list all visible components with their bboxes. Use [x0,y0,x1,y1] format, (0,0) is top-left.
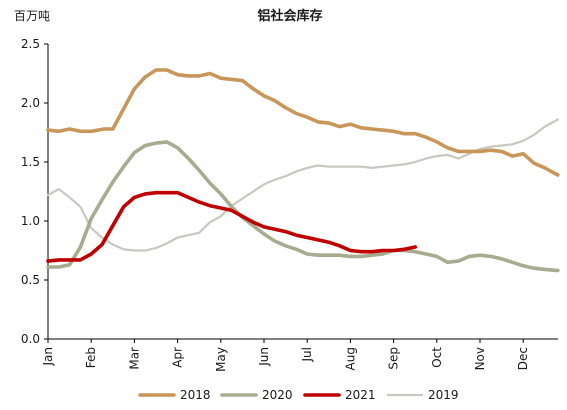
y-tick-label: 0.5 [21,273,40,287]
chart-title: 铝社会库存 [257,8,322,24]
y-tick-label: 2.5 [21,37,40,51]
y-tick-label: 1.5 [21,155,40,169]
x-tick-label: Jun [257,347,271,367]
x-tick-label: Apr [171,347,185,368]
x-tick-label: May [214,347,228,372]
x-tick-label: Jul [300,347,314,362]
x-tick-label: Aug [343,347,357,370]
legend-label-2021: 2021 [345,388,376,402]
x-tick-label: Mar [127,347,141,370]
y-tick-label: 2.0 [21,96,40,110]
legend-label-2020: 2020 [262,388,293,402]
series-line-2018 [46,68,560,177]
x-tick-label: Sep [387,347,401,370]
legend: 2018 2020 2021 2019 [138,388,459,402]
y-tick-label: 1.0 [21,214,40,228]
y-ticks: 0.0 0.5 1.0 1.5 2.0 2.5 [21,37,48,346]
x-tick-label: Nov [473,347,487,370]
series-line-2021 [46,190,418,263]
series-line-2019 [46,118,559,252]
axes [47,44,558,340]
x-tick-label: Jan [41,347,55,367]
x-tick-label: Feb [84,347,98,368]
y-tick-label: 0.0 [21,332,40,346]
x-tick-label: Dec [516,347,530,370]
unit-label: 百万吨 [14,9,50,23]
x-tick-label: Oct [430,347,444,368]
x-ticks: Jan Feb Mar Apr May Jun Jul Aug Sep Oct Nov Dec [41,339,530,372]
legend-label-2018: 2018 [180,388,211,402]
series-lines [46,68,560,273]
series-line-2020 [46,140,560,273]
legend-label-2019: 2019 [428,388,459,402]
